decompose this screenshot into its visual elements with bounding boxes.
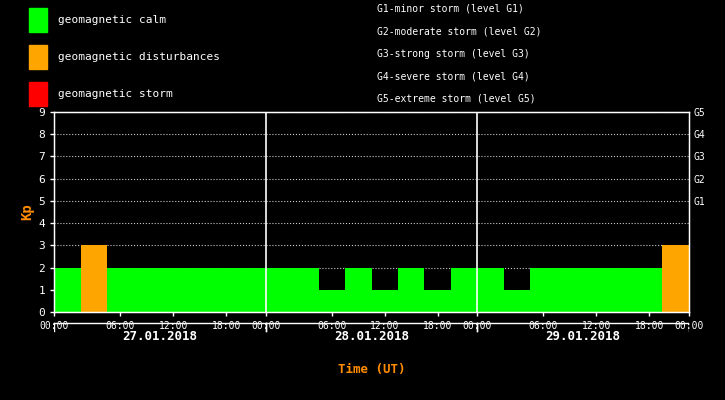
Text: Time (UT): Time (UT)	[338, 363, 405, 376]
Text: geomagnetic storm: geomagnetic storm	[58, 89, 173, 99]
Bar	[663, 245, 689, 312]
Bar	[583, 268, 610, 312]
Bar	[160, 268, 186, 312]
Bar	[504, 290, 530, 312]
Bar	[133, 268, 160, 312]
Bar	[107, 268, 133, 312]
Bar	[636, 268, 663, 312]
Y-axis label: Kp: Kp	[20, 204, 34, 220]
Bar	[266, 268, 292, 312]
Bar	[29, 45, 47, 70]
Bar	[239, 268, 266, 312]
Bar	[186, 268, 213, 312]
Text: G1-minor storm (level G1): G1-minor storm (level G1)	[377, 4, 524, 14]
Text: G2-moderate storm (level G2): G2-moderate storm (level G2)	[377, 26, 542, 36]
Bar	[80, 245, 107, 312]
Text: 27.01.2018: 27.01.2018	[123, 330, 198, 343]
Text: G3-strong storm (level G3): G3-strong storm (level G3)	[377, 49, 530, 59]
Bar	[345, 268, 371, 312]
Bar	[398, 268, 424, 312]
Bar	[530, 268, 557, 312]
Bar	[292, 268, 319, 312]
Bar	[557, 268, 583, 312]
Text: G4-severe storm (level G4): G4-severe storm (level G4)	[377, 71, 530, 81]
Bar	[54, 268, 80, 312]
Text: G5-extreme storm (level G5): G5-extreme storm (level G5)	[377, 94, 536, 104]
Bar	[213, 268, 239, 312]
Bar	[371, 290, 398, 312]
Bar	[451, 268, 477, 312]
Bar	[610, 268, 636, 312]
Text: 28.01.2018: 28.01.2018	[334, 330, 409, 343]
Bar	[424, 290, 451, 312]
Bar	[477, 268, 504, 312]
Bar	[29, 8, 47, 32]
Bar	[29, 82, 47, 106]
Text: geomagnetic disturbances: geomagnetic disturbances	[58, 52, 220, 62]
Text: 29.01.2018: 29.01.2018	[545, 330, 621, 343]
Text: geomagnetic calm: geomagnetic calm	[58, 15, 166, 25]
Bar	[319, 290, 345, 312]
